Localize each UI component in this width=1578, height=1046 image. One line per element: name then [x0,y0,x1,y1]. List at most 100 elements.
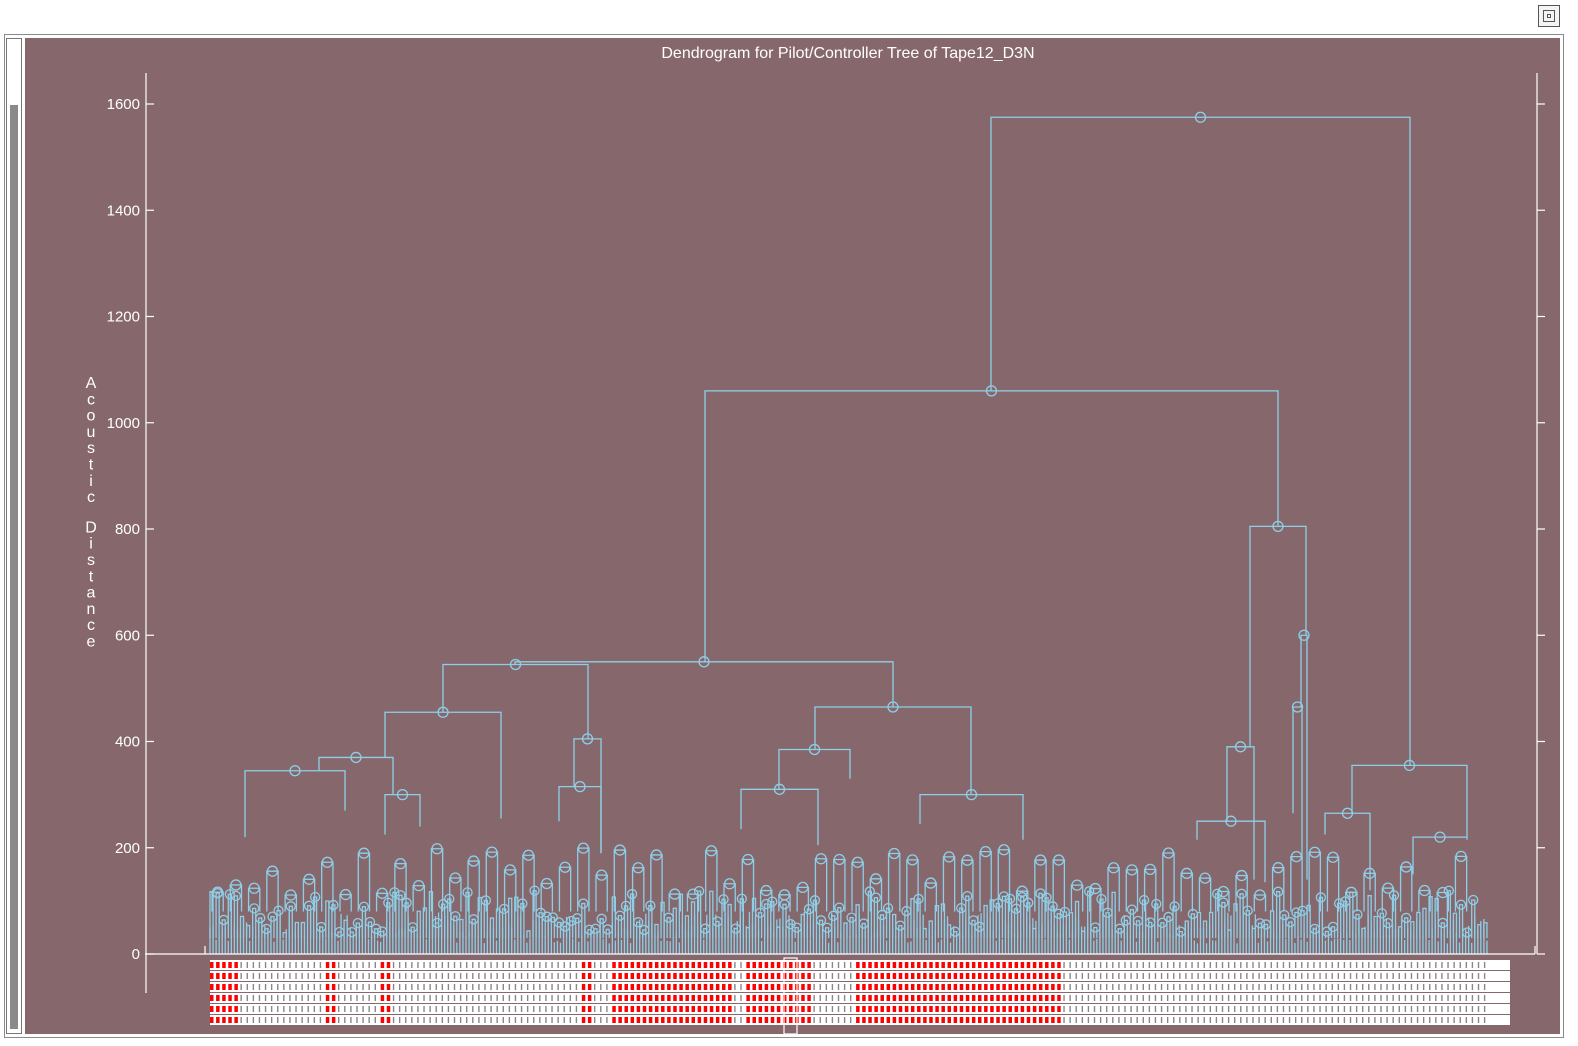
leaf-label [996,984,1000,990]
merge-node [486,846,498,858]
leaf-label [673,984,677,990]
leaf-label [752,1006,756,1012]
leaf-label [398,1006,401,1012]
merge-node [1120,915,1131,926]
leaf-label [533,1006,535,1012]
leaf-label [1130,995,1132,1001]
leaf-label [990,973,994,979]
vertical-scrollbar[interactable] [6,38,22,1034]
leaf-label [728,973,732,979]
leaf-label [1441,984,1443,990]
leaf-label [1362,962,1364,968]
leaf-label [1325,1006,1327,1012]
leaf-label [618,1006,622,1012]
leaf-label [1087,1017,1090,1023]
leaf-label [240,1006,242,1012]
merge-node [828,910,839,921]
leaf-label [301,1006,303,1012]
leaf-label [478,973,480,979]
leaf-label [843,995,846,1001]
leaf-label [1112,1006,1114,1012]
leaf-label [959,995,964,1001]
leaf-label [234,1006,238,1012]
leaf-label [1465,1017,1468,1023]
dendrogram-link [503,869,517,912]
leaf-label [1215,1017,1218,1023]
leaf-label [904,973,909,979]
merge-node [498,903,510,915]
merge-node [358,847,370,859]
leaf-label [459,1006,462,1012]
leaf-label [673,995,677,1001]
leaf-label [1221,1006,1224,1012]
leaf-label [1087,973,1090,979]
leaf-label [1301,973,1303,979]
leaf-label [722,995,726,1001]
leaf-label [1215,1006,1218,1012]
dendrogram-link [1397,926,1403,939]
leaf-label [526,1006,529,1012]
dendrogram-link [1105,912,1110,939]
leaf-label [1374,1006,1376,1012]
leaf-label [374,1006,376,1012]
leaf-label [685,995,689,1001]
dendrogram-link [1324,930,1330,939]
leaf-label [1240,962,1242,968]
leaf-label [319,984,322,990]
leaf-label [441,1006,444,1012]
leaf-label [1307,962,1309,968]
y-axis-label-char: t [89,568,94,585]
leaf-label [319,973,322,979]
scrollbar-thumb[interactable] [10,105,18,1029]
leaf-label [1002,984,1006,990]
dendrogram-link [1184,920,1189,939]
dendrogram-link [422,907,428,939]
leaf-label [533,1017,535,1023]
leaf-label [1099,1017,1102,1023]
dendrogram-link [764,903,769,939]
leaf-label [338,1006,340,1012]
leaf-label [490,1017,492,1023]
leaf-label [941,995,945,1001]
leaf-label [331,984,336,990]
leaf-label [1355,962,1358,968]
leaf-label [1148,1006,1151,1012]
leaf-label [277,1006,279,1012]
dendrogram-link [318,756,394,795]
leaf-label [545,1017,547,1023]
leaf-label [435,1017,437,1023]
leaf-label [551,1017,553,1023]
leaf-label [935,995,939,1001]
leaf-label [362,984,364,990]
leaf-label [850,1006,852,1012]
leaf-label [514,1017,517,1023]
leaf-label [917,984,921,990]
merge-node [1363,867,1376,879]
merge-node [401,897,412,908]
leaf-label [1246,962,1248,968]
merge-node [303,873,315,885]
leaf-label [386,995,391,1001]
leaf-label [1343,1017,1346,1023]
leaf-label [1307,973,1309,979]
merge-node [1114,923,1125,934]
leaf-label [703,1017,708,1023]
leaf-label [1099,984,1102,990]
merge-node [888,847,900,860]
leaf-label [1142,1006,1144,1012]
leaf-label [270,995,273,1001]
leaf-label [1429,1006,1431,1012]
leaf-label [1349,962,1352,968]
dendrogram-link [540,882,554,912]
leaf-label [1130,962,1132,968]
merge-node [1162,847,1175,859]
leaf-label [1032,1017,1037,1023]
leaf-label [1020,995,1025,1001]
merge-node [468,914,479,925]
leaf-label [429,973,431,979]
leaf-label [459,962,462,968]
maximize-icon[interactable] [1538,5,1560,27]
dendrogram-link [471,918,476,939]
leaf-label [667,962,671,968]
leaf-label [691,973,696,979]
